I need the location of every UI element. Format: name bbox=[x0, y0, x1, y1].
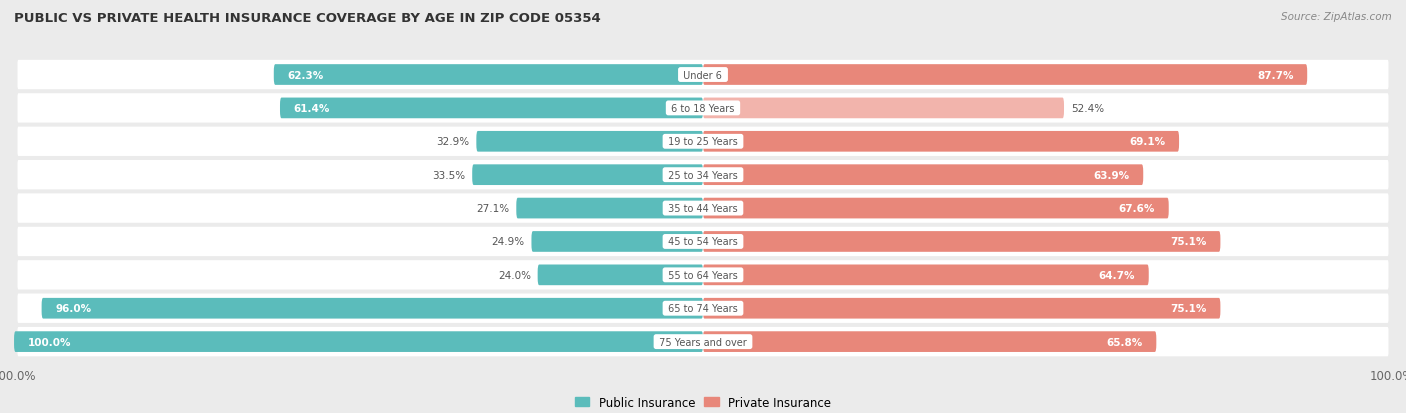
FancyBboxPatch shape bbox=[703, 65, 1308, 85]
FancyBboxPatch shape bbox=[280, 98, 703, 119]
FancyBboxPatch shape bbox=[17, 161, 1389, 190]
Text: 69.1%: 69.1% bbox=[1129, 137, 1166, 147]
FancyBboxPatch shape bbox=[42, 298, 703, 319]
Text: 63.9%: 63.9% bbox=[1094, 170, 1129, 180]
Text: Source: ZipAtlas.com: Source: ZipAtlas.com bbox=[1281, 12, 1392, 22]
Text: 96.0%: 96.0% bbox=[55, 304, 91, 313]
Text: 62.3%: 62.3% bbox=[288, 70, 323, 80]
Text: 25 to 34 Years: 25 to 34 Years bbox=[665, 170, 741, 180]
FancyBboxPatch shape bbox=[516, 198, 703, 219]
Text: 52.4%: 52.4% bbox=[1071, 104, 1104, 114]
Text: 33.5%: 33.5% bbox=[432, 170, 465, 180]
Text: 65.8%: 65.8% bbox=[1107, 337, 1143, 347]
FancyBboxPatch shape bbox=[703, 165, 1143, 185]
Text: 75.1%: 75.1% bbox=[1170, 237, 1206, 247]
FancyBboxPatch shape bbox=[703, 298, 1220, 319]
FancyBboxPatch shape bbox=[17, 94, 1389, 123]
FancyBboxPatch shape bbox=[17, 194, 1389, 223]
FancyBboxPatch shape bbox=[14, 332, 703, 352]
FancyBboxPatch shape bbox=[17, 61, 1389, 90]
Legend: Public Insurance, Private Insurance: Public Insurance, Private Insurance bbox=[571, 391, 835, 413]
FancyBboxPatch shape bbox=[703, 98, 1064, 119]
FancyBboxPatch shape bbox=[17, 261, 1389, 290]
Text: Under 6: Under 6 bbox=[681, 70, 725, 80]
FancyBboxPatch shape bbox=[531, 232, 703, 252]
Text: 27.1%: 27.1% bbox=[477, 204, 509, 214]
Text: 67.6%: 67.6% bbox=[1119, 204, 1154, 214]
FancyBboxPatch shape bbox=[17, 294, 1389, 323]
FancyBboxPatch shape bbox=[477, 132, 703, 152]
FancyBboxPatch shape bbox=[703, 132, 1180, 152]
Text: PUBLIC VS PRIVATE HEALTH INSURANCE COVERAGE BY AGE IN ZIP CODE 05354: PUBLIC VS PRIVATE HEALTH INSURANCE COVER… bbox=[14, 12, 600, 25]
Text: 87.7%: 87.7% bbox=[1257, 70, 1294, 80]
Text: 100.0%: 100.0% bbox=[28, 337, 72, 347]
Text: 35 to 44 Years: 35 to 44 Years bbox=[665, 204, 741, 214]
FancyBboxPatch shape bbox=[472, 165, 703, 185]
FancyBboxPatch shape bbox=[17, 227, 1389, 256]
Text: 61.4%: 61.4% bbox=[294, 104, 330, 114]
Text: 32.9%: 32.9% bbox=[436, 137, 470, 147]
Text: 75 Years and over: 75 Years and over bbox=[657, 337, 749, 347]
Text: 24.0%: 24.0% bbox=[498, 270, 531, 280]
FancyBboxPatch shape bbox=[17, 327, 1389, 356]
FancyBboxPatch shape bbox=[703, 332, 1156, 352]
Text: 19 to 25 Years: 19 to 25 Years bbox=[665, 137, 741, 147]
Text: 6 to 18 Years: 6 to 18 Years bbox=[668, 104, 738, 114]
FancyBboxPatch shape bbox=[17, 127, 1389, 157]
FancyBboxPatch shape bbox=[703, 265, 1149, 285]
FancyBboxPatch shape bbox=[537, 265, 703, 285]
Text: 64.7%: 64.7% bbox=[1098, 270, 1135, 280]
Text: 24.9%: 24.9% bbox=[492, 237, 524, 247]
FancyBboxPatch shape bbox=[274, 65, 703, 85]
FancyBboxPatch shape bbox=[703, 198, 1168, 219]
FancyBboxPatch shape bbox=[703, 232, 1220, 252]
Text: 65 to 74 Years: 65 to 74 Years bbox=[665, 304, 741, 313]
Text: 55 to 64 Years: 55 to 64 Years bbox=[665, 270, 741, 280]
Text: 45 to 54 Years: 45 to 54 Years bbox=[665, 237, 741, 247]
Text: 75.1%: 75.1% bbox=[1170, 304, 1206, 313]
